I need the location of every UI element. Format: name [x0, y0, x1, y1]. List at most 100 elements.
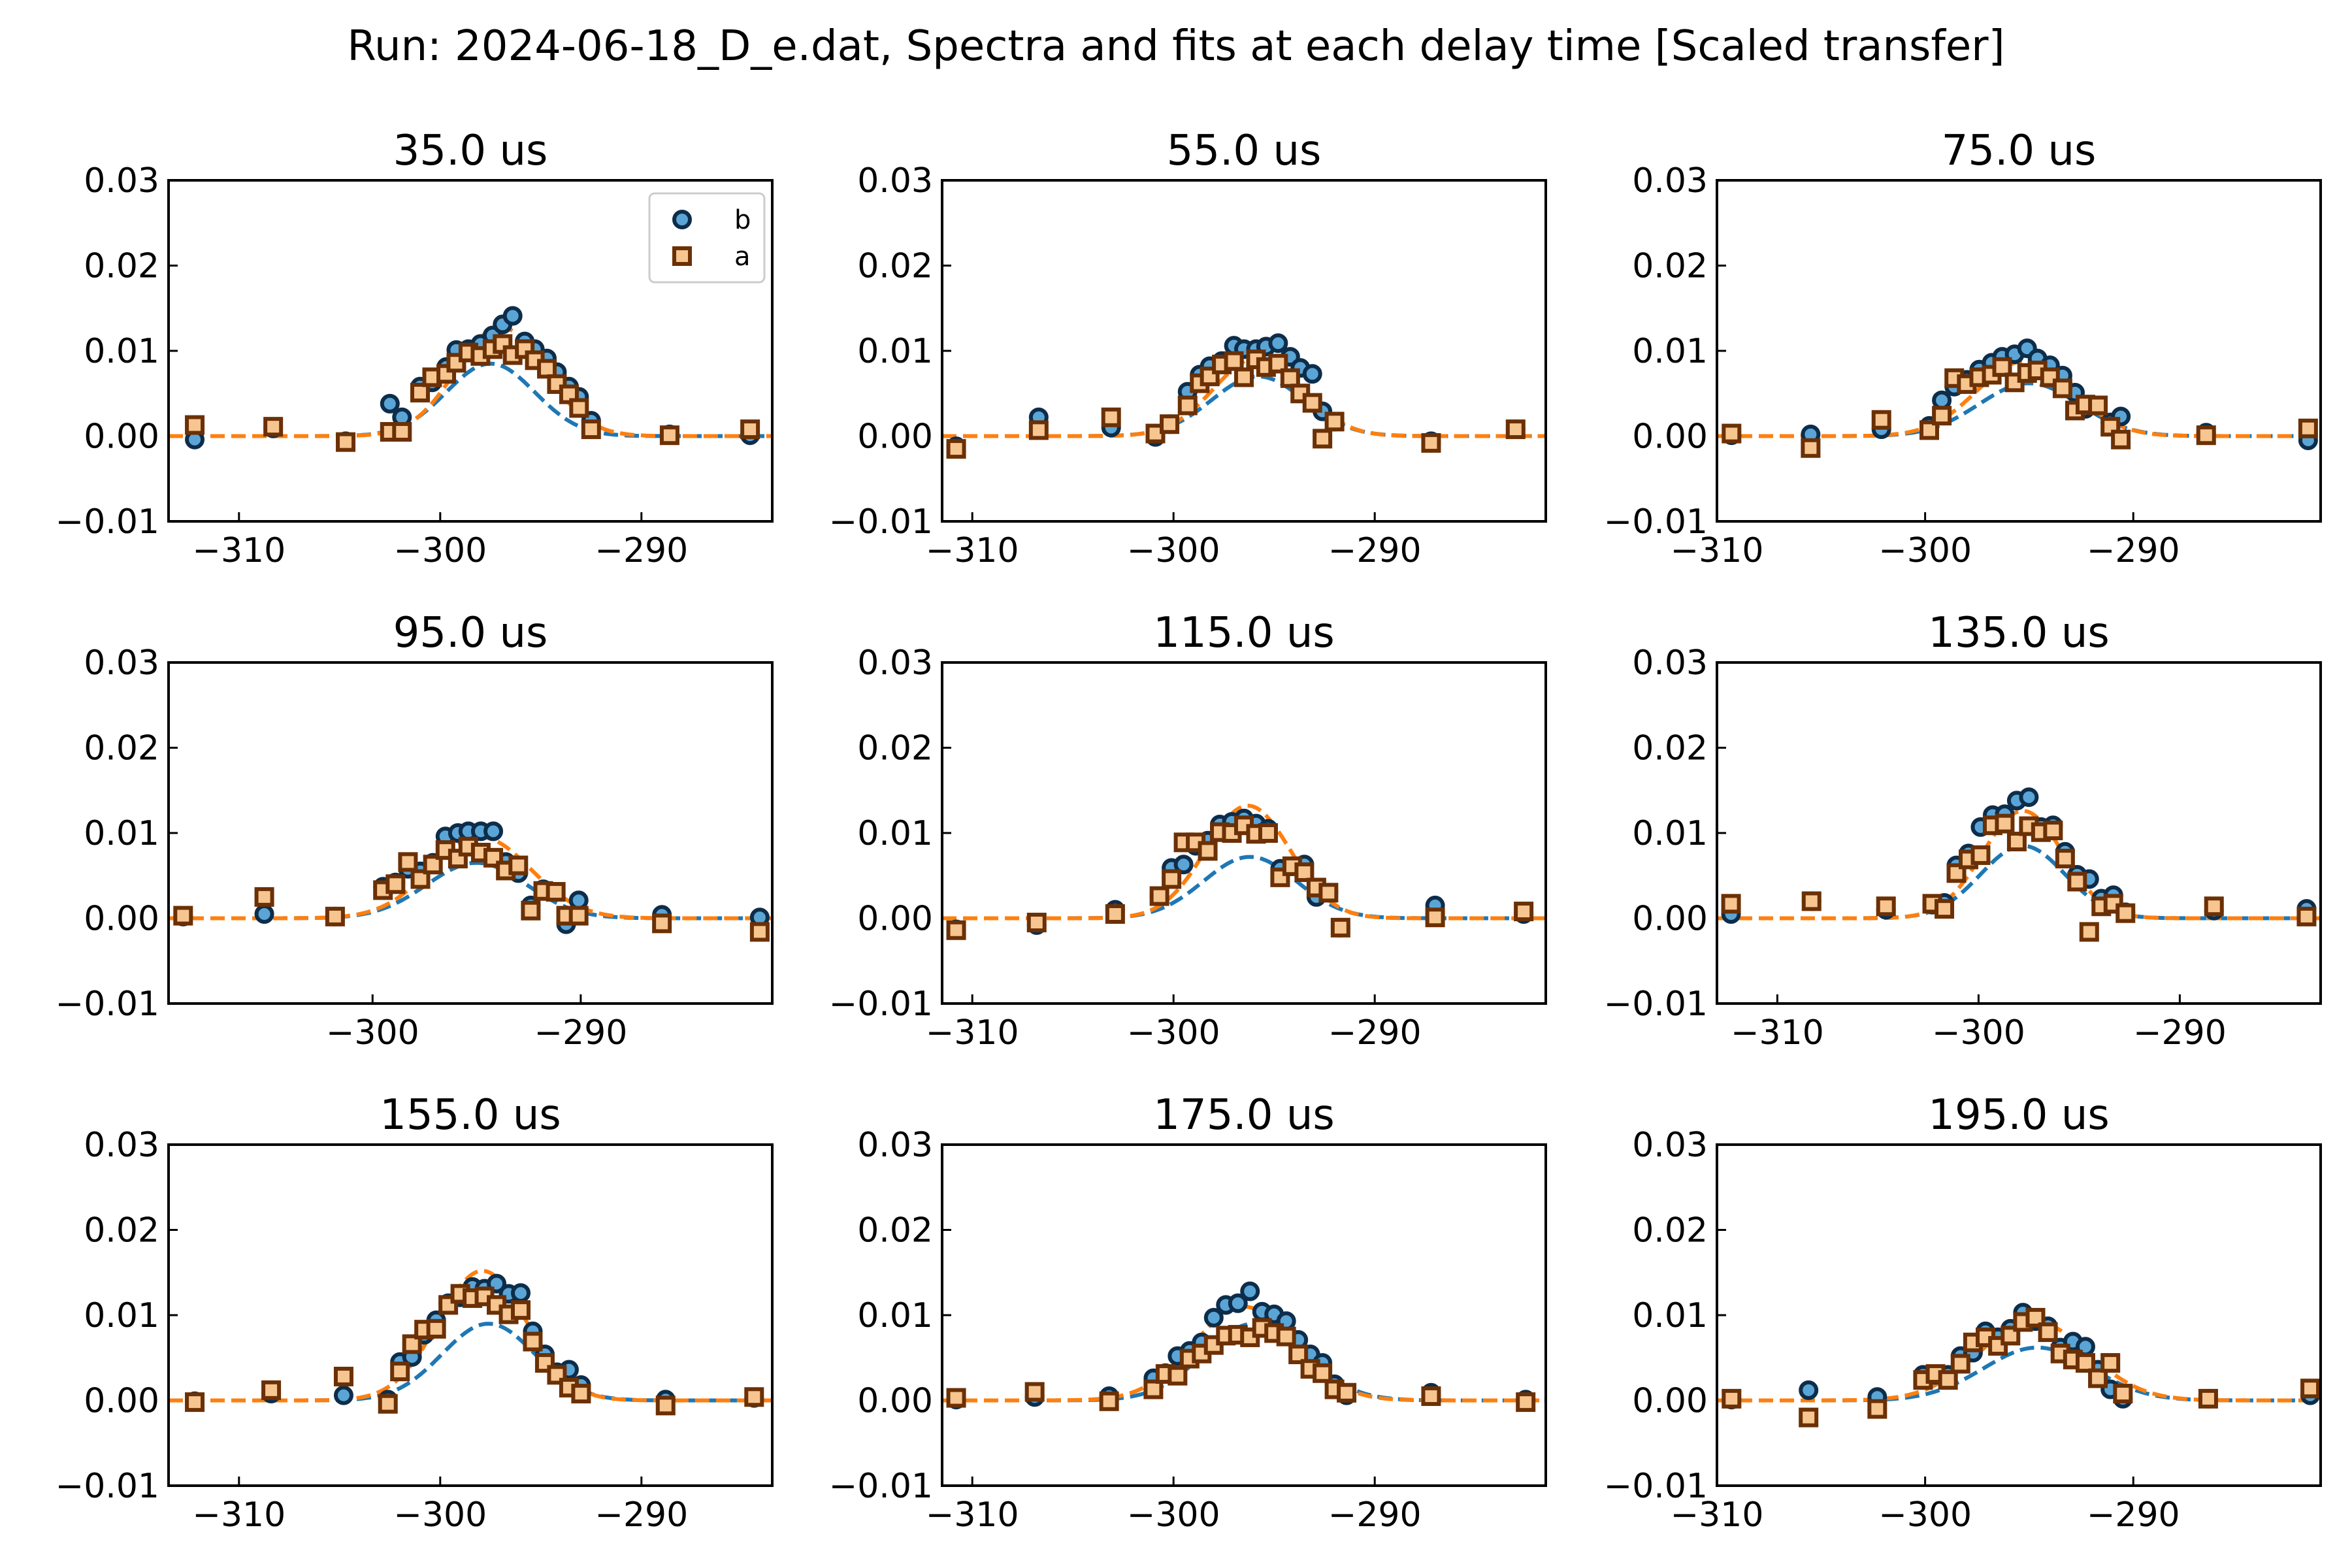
- data-point-a: [740, 419, 760, 440]
- data-point-a: [1028, 420, 1049, 440]
- data-point-a: [2025, 1307, 2046, 1328]
- data-point-a: [263, 417, 284, 437]
- y-tick-label: 0.00: [857, 900, 933, 939]
- data-point-a: [1799, 1407, 1819, 1428]
- data-point-a: [1938, 1370, 1958, 1390]
- x-tick-label: −290: [1328, 1013, 1422, 1053]
- chart-panel: −0.01 0.00 0.01 0.02 0.03 −310 −300 −290 75.0 us: [1604, 127, 2322, 570]
- data-point-a: [652, 913, 672, 934]
- data-point-a: [744, 1387, 764, 1407]
- data-point-b: [333, 1385, 353, 1405]
- y-tick-label: 0.02: [857, 247, 933, 286]
- data-point-a: [436, 364, 457, 384]
- data-point-a: [1026, 913, 1047, 933]
- data-point-a: [173, 906, 193, 926]
- x-tick-label: −300: [1878, 531, 1972, 570]
- data-point-a: [438, 1295, 459, 1315]
- data-point-a: [511, 1300, 531, 1320]
- figure-title: Run: 2024-06-18_D_e.dat, Spectra and fit…: [347, 22, 2005, 71]
- data-point-b: [483, 821, 504, 841]
- y-tick-label: 0.01: [84, 814, 159, 853]
- data-point-a: [2088, 395, 2108, 416]
- data-point-a: [1258, 823, 1278, 843]
- x-tick-label: −310: [192, 1495, 286, 1535]
- data-point-a: [426, 1318, 446, 1339]
- chart-panel: −0.01 0.00 0.01 0.02 0.03 −310 −300 −290 35.0 us…: [56, 127, 774, 570]
- plot-frame: [1716, 1143, 2322, 1487]
- fit-curve-b: [942, 855, 1546, 921]
- data-point-a: [1932, 406, 1952, 426]
- data-point-a: [1505, 419, 1526, 440]
- data-point-a: [523, 1331, 543, 1352]
- data-point-a: [1722, 1388, 1742, 1409]
- x-tick-label: −310: [926, 531, 1019, 570]
- y-tick-label: 0.01: [1632, 332, 1708, 371]
- data-point-a: [1995, 813, 2015, 834]
- data-point-a: [547, 1365, 567, 1385]
- data-point-a: [521, 900, 541, 921]
- data-point-a: [1288, 1345, 1309, 1365]
- data-point-a: [655, 1396, 676, 1416]
- y-tick-label: 0.00: [84, 1382, 159, 1421]
- y-tick-label: 0.03: [857, 1126, 933, 1165]
- y-tick-label: 0.02: [1632, 1211, 1708, 1250]
- y-tick-label: 0.00: [1632, 1382, 1708, 1421]
- data-point-b: [568, 890, 589, 911]
- y-tick-label: −0.01: [829, 985, 933, 1024]
- data-point-a: [325, 906, 345, 926]
- data-point-a: [254, 887, 274, 907]
- fit-curve-b: [169, 1322, 772, 1403]
- data-point-b: [1228, 1293, 1248, 1313]
- legend-label-a: a: [734, 242, 751, 272]
- y-tick-label: −0.01: [829, 1467, 933, 1506]
- x-tick-label: −310: [1671, 1495, 1764, 1535]
- y-tick-label: 0.00: [857, 1382, 933, 1421]
- chart-panel: −0.01 0.00 0.01 0.02 0.03 −310 −300 −290 175.0 u…: [829, 1091, 1547, 1535]
- data-point-a: [1801, 438, 1821, 458]
- data-point-a: [410, 382, 430, 402]
- y-tick-label: −0.01: [1604, 1467, 1708, 1506]
- data-point-a: [1721, 894, 1741, 914]
- fit-curve-a: [942, 355, 1546, 438]
- data-point-a: [1224, 351, 1244, 371]
- x-tick-label: −310: [926, 1495, 1019, 1535]
- y-tick-label: 0.00: [84, 417, 159, 457]
- plot-area: [942, 1281, 1546, 1413]
- data-point-a: [1099, 1391, 1119, 1411]
- panel-title: 155.0 us: [380, 1091, 561, 1139]
- plot-area: [169, 821, 772, 942]
- data-point-a: [2052, 378, 2072, 399]
- data-point-a: [569, 398, 589, 418]
- data-point-a: [1330, 917, 1350, 938]
- data-point-a: [333, 1366, 353, 1386]
- legend-marker-b: [672, 210, 692, 229]
- x-tick-label: −290: [2133, 1013, 2227, 1053]
- plot-area: [1717, 1303, 2321, 1428]
- y-tick-label: 0.00: [84, 900, 159, 939]
- x-tick-label: −300: [1127, 1013, 1220, 1053]
- y-tick-label: 0.00: [857, 417, 933, 457]
- data-point-a: [410, 869, 431, 889]
- data-point-a: [261, 1380, 282, 1400]
- x-tick-label: −300: [393, 1495, 487, 1535]
- x-tick-label: −290: [1328, 531, 1422, 570]
- y-tick-label: −0.01: [1604, 985, 1708, 1024]
- data-point-a: [2043, 821, 2063, 841]
- y-tick-label: 0.03: [857, 644, 933, 683]
- data-point-a: [2298, 418, 2318, 438]
- data-point-a: [2113, 1384, 2133, 1404]
- data-point-a: [946, 1388, 966, 1408]
- y-tick-label: 0.01: [857, 1296, 933, 1335]
- x-tick-label: −310: [926, 1013, 1019, 1053]
- data-point-a: [336, 432, 356, 452]
- data-point-a: [659, 425, 679, 446]
- plot-frame: [167, 179, 774, 523]
- data-point-a: [1421, 1386, 1441, 1406]
- panel-title: 55.0 us: [1167, 127, 1322, 175]
- data-point-a: [2196, 425, 2216, 446]
- x-tick-label: −310: [1731, 1013, 1824, 1053]
- data-point-a: [1337, 1382, 1357, 1403]
- plot-area: [169, 306, 772, 452]
- data-point-a: [1105, 904, 1125, 924]
